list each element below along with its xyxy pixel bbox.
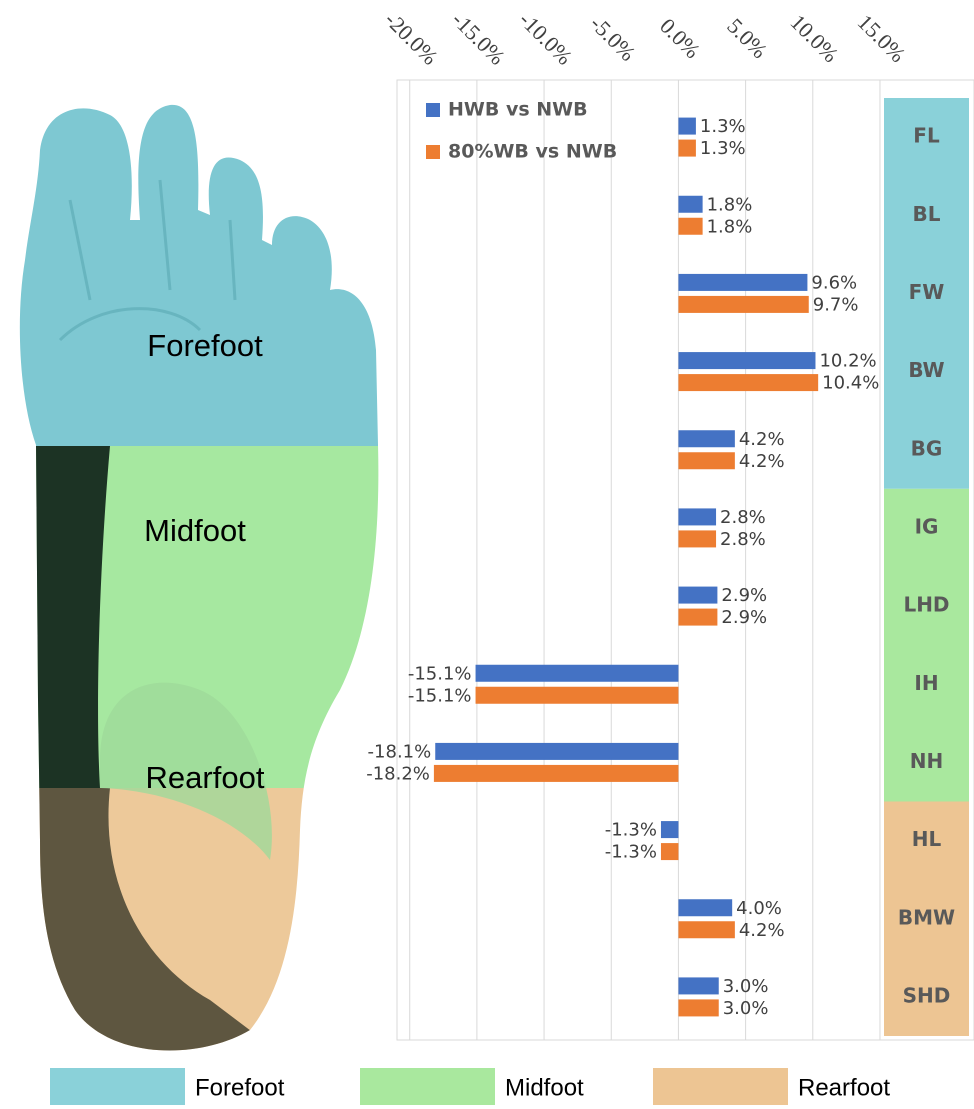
data-label: 9.6% xyxy=(811,272,857,293)
legend-swatch xyxy=(426,145,440,159)
region-legend-label: Midfoot xyxy=(505,1074,584,1101)
bar xyxy=(678,999,719,1017)
data-label: 3.0% xyxy=(723,998,769,1019)
bar xyxy=(660,843,679,861)
bar xyxy=(678,273,808,291)
data-label: 2.8% xyxy=(720,529,766,550)
category-label: BG xyxy=(911,436,943,460)
category-label: NH xyxy=(910,749,943,773)
foot-illustration xyxy=(19,104,379,1051)
bar xyxy=(678,295,809,313)
region-legend-swatch xyxy=(50,1068,185,1105)
bar xyxy=(475,664,679,682)
x-tick-label: -5.0% xyxy=(585,11,640,66)
bar xyxy=(678,217,703,235)
category-label: BL xyxy=(913,202,941,226)
bar xyxy=(660,821,679,839)
region-strip xyxy=(884,801,969,1036)
category-label: LHD xyxy=(903,593,949,617)
legend-label: HWB vs NWB xyxy=(448,99,588,121)
x-tick-label: -20.0% xyxy=(380,7,443,70)
data-label: 3.0% xyxy=(723,976,769,997)
data-label: 10.2% xyxy=(819,351,876,372)
bar xyxy=(678,117,696,135)
data-label: 1.3% xyxy=(700,116,746,137)
data-label: -15.1% xyxy=(408,685,472,706)
legend-label: 80%WB vs NWB xyxy=(448,141,617,163)
bar xyxy=(678,530,717,548)
data-label: -15.1% xyxy=(408,663,472,684)
region-legend-label: Forefoot xyxy=(195,1074,285,1101)
data-label: -18.1% xyxy=(368,741,432,762)
region-strip xyxy=(884,488,969,802)
x-tick-label: 5.0% xyxy=(722,13,772,63)
bar xyxy=(475,686,679,704)
data-label: 10.4% xyxy=(822,373,879,394)
bar xyxy=(678,921,735,939)
category-label: FW xyxy=(909,280,945,304)
bar xyxy=(678,899,733,917)
category-label: BMW xyxy=(898,905,955,929)
data-label: 9.7% xyxy=(813,294,859,315)
foot-region-label: Rearfoot xyxy=(146,760,265,795)
foot-region-label: Midfoot xyxy=(144,513,246,548)
bar xyxy=(678,374,819,392)
bar xyxy=(678,608,718,626)
x-tick-label: 10.0% xyxy=(786,9,844,67)
category-label: IG xyxy=(915,514,939,538)
data-label: 4.0% xyxy=(736,898,782,919)
region-legend-swatch xyxy=(360,1068,495,1105)
data-label: -1.3% xyxy=(605,820,657,841)
bar xyxy=(678,195,703,213)
category-label: IH xyxy=(914,671,938,695)
data-label: 1.8% xyxy=(707,194,753,215)
data-label: 1.8% xyxy=(707,216,753,237)
data-label: 4.2% xyxy=(739,451,785,472)
bar xyxy=(678,586,718,604)
region-strip xyxy=(884,98,969,489)
bar xyxy=(678,977,719,995)
x-tick-label: 15.0% xyxy=(853,9,911,67)
data-label: -1.3% xyxy=(605,842,657,863)
bar xyxy=(678,139,696,157)
data-label: 1.3% xyxy=(700,138,746,159)
x-tick-label: -15.0% xyxy=(447,7,510,70)
foot-region-label: Forefoot xyxy=(147,328,263,363)
category-label: HL xyxy=(912,827,942,851)
data-label: 4.2% xyxy=(739,429,785,450)
region-legend-swatch xyxy=(653,1068,788,1105)
bar xyxy=(433,764,679,782)
plot-frame xyxy=(396,79,974,1041)
data-label: 4.2% xyxy=(739,920,785,941)
x-tick-label: 0.0% xyxy=(655,13,705,63)
data-label: 2.9% xyxy=(721,607,767,628)
bar xyxy=(678,352,816,370)
legend-swatch xyxy=(426,103,440,117)
data-label: 2.8% xyxy=(720,507,766,528)
data-label: 2.9% xyxy=(721,585,767,606)
bar xyxy=(678,508,717,526)
category-label: BW xyxy=(908,358,944,382)
bar xyxy=(678,452,735,470)
x-tick-label: -10.0% xyxy=(514,7,577,70)
data-label: -18.2% xyxy=(366,763,430,784)
category-label: SHD xyxy=(903,983,951,1007)
region-legend-label: Rearfoot xyxy=(798,1074,890,1101)
bar xyxy=(435,742,679,760)
category-label: FL xyxy=(913,124,940,148)
bar xyxy=(678,430,735,448)
